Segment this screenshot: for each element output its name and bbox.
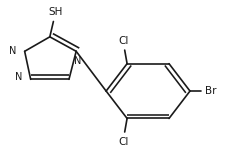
Text: Br: Br	[205, 86, 216, 96]
Text: Cl: Cl	[118, 137, 129, 146]
Text: N: N	[74, 56, 81, 66]
Text: SH: SH	[49, 7, 63, 17]
Text: N: N	[9, 46, 17, 56]
Text: N: N	[15, 73, 23, 82]
Text: Cl: Cl	[118, 36, 129, 46]
